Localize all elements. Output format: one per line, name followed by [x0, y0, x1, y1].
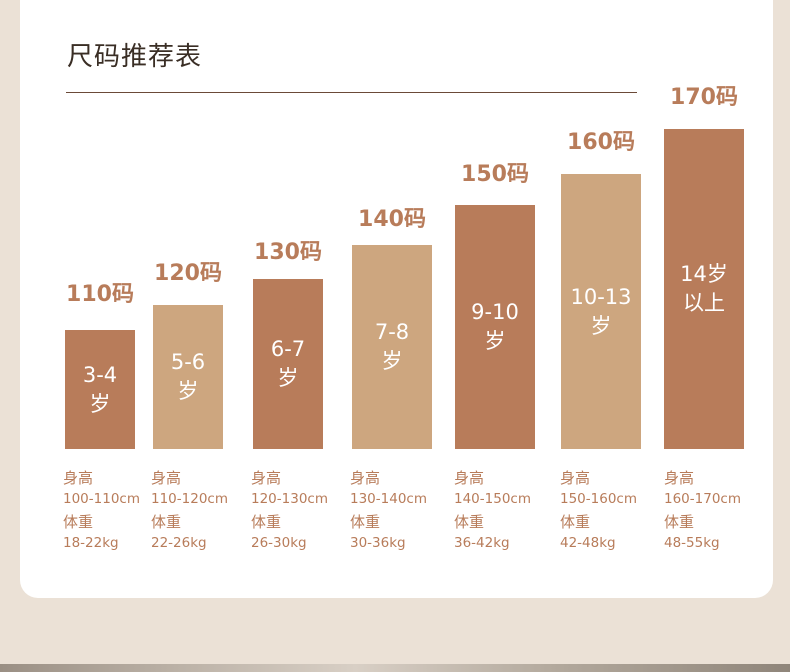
age-unit: 岁 [277, 366, 299, 390]
weight-value: 36-42kg [454, 535, 510, 551]
weight-value: 18-22kg [63, 535, 119, 551]
age-unit: 岁 [177, 379, 199, 403]
size-bar: 7-8 岁 [352, 245, 432, 449]
page-title: 尺码推荐表 [67, 42, 203, 72]
age-range: 7-8 [374, 320, 410, 344]
size-info: 身高 160-170cm 体重 48-55kg [664, 468, 741, 554]
weight-label: 体重 [251, 513, 282, 531]
weight-label: 体重 [151, 513, 182, 531]
height-value: 150-160cm [560, 491, 637, 507]
size-bar: 10-13 岁 [561, 174, 641, 449]
height-value: 130-140cm [350, 491, 427, 507]
size-bar: 14岁以上 [664, 129, 744, 449]
height-label: 身高 [664, 469, 695, 487]
age-range: 10-13 [570, 284, 632, 309]
weight-value: 22-26kg [151, 535, 207, 551]
bottom-image-edge [0, 664, 790, 672]
age-unit: 岁 [89, 391, 111, 416]
weight-label: 体重 [63, 513, 94, 531]
weight-label: 体重 [350, 513, 381, 531]
age-range: 5-6 [170, 350, 206, 374]
size-label: 110码 [66, 282, 134, 307]
height-label: 身高 [560, 469, 591, 487]
weight-value: 48-55kg [664, 535, 720, 551]
weight-label: 体重 [560, 513, 591, 531]
height-label: 身高 [251, 469, 282, 487]
size-label: 170码 [670, 85, 738, 110]
height-label: 身高 [350, 469, 381, 487]
height-value: 110-120cm [151, 491, 228, 507]
title-divider [66, 92, 637, 93]
size-info: 身高 130-140cm 体重 30-36kg [350, 468, 427, 554]
size-label: 130码 [254, 240, 322, 265]
size-label: 140码 [358, 207, 426, 232]
height-label: 身高 [454, 469, 485, 487]
size-label: 160码 [567, 130, 635, 155]
size-bar: 5-6 岁 [153, 305, 223, 449]
weight-value: 30-36kg [350, 535, 406, 551]
size-label: 150码 [461, 162, 529, 187]
size-info: 身高 110-120cm 体重 22-26kg [151, 468, 228, 554]
age-unit: 岁 [484, 329, 506, 353]
age-range: 6-7 [270, 337, 306, 361]
weight-value: 26-30kg [251, 535, 307, 551]
height-value: 120-130cm [251, 491, 328, 507]
age-unit: 岁 [381, 349, 403, 373]
height-value: 100-110cm [63, 491, 140, 507]
size-bar: 3-4 岁 [65, 330, 135, 449]
height-value: 140-150cm [454, 491, 531, 507]
size-info: 身高 150-160cm 体重 42-48kg [560, 468, 637, 554]
age-range: 14岁 [680, 262, 728, 286]
age-range: 3-4 [82, 362, 118, 387]
size-bar: 6-7 岁 [253, 279, 323, 449]
size-label: 120码 [154, 261, 222, 286]
weight-value: 42-48kg [560, 535, 616, 551]
size-bar: 9-10 岁 [455, 205, 535, 449]
size-info: 身高 100-110cm 体重 18-22kg [63, 468, 140, 554]
weight-label: 体重 [664, 513, 695, 531]
age-unit: 岁 [590, 313, 612, 338]
size-info: 身高 120-130cm 体重 26-30kg [251, 468, 328, 554]
height-value: 160-170cm [664, 491, 741, 507]
weight-label: 体重 [454, 513, 485, 531]
age-range: 9-10 [471, 300, 519, 324]
height-label: 身高 [63, 469, 94, 487]
height-label: 身高 [151, 469, 182, 487]
size-info: 身高 140-150cm 体重 36-42kg [454, 468, 531, 554]
age-unit: 以上 [683, 291, 725, 315]
